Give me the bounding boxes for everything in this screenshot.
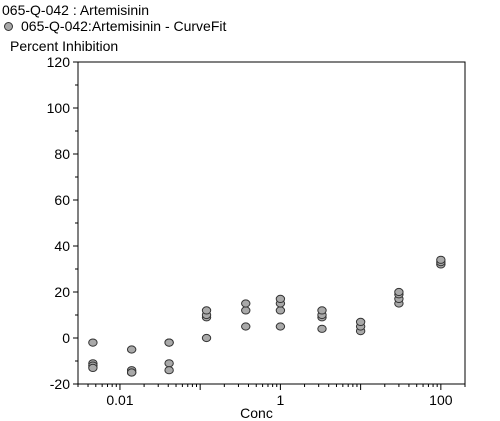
data-point xyxy=(126,368,137,377)
y-tick-label: 80 xyxy=(54,146,70,162)
data-point xyxy=(164,338,174,347)
data-point xyxy=(241,299,251,308)
chart-axes: -20 0 20 40 60 80 100 120 0.01 1 100 xyxy=(47,54,466,408)
data-point xyxy=(201,333,212,343)
plot-frame xyxy=(77,61,466,385)
y-axis-label: Percent Inhibition xyxy=(10,38,119,54)
y-tick-label: 60 xyxy=(54,192,70,208)
legend: 065-Q-042:Artemisinin - CurveFit xyxy=(4,18,226,34)
data-point xyxy=(241,306,251,315)
data-points xyxy=(88,255,446,377)
data-point xyxy=(436,255,446,264)
data-point xyxy=(164,359,174,368)
data-point xyxy=(164,366,174,375)
data-point xyxy=(241,322,251,331)
legend-label: 065-Q-042:Artemisinin - CurveFit xyxy=(21,18,227,34)
y-tick-label: 100 xyxy=(47,100,71,116)
data-point xyxy=(275,306,286,315)
y-tick-label: 120 xyxy=(47,54,71,70)
data-point xyxy=(88,338,98,347)
data-point xyxy=(394,287,404,297)
x-tick-label: 100 xyxy=(429,392,453,408)
chart-title: 065-Q-042 : Artemisinin xyxy=(2,2,150,18)
data-point xyxy=(317,306,327,315)
data-point xyxy=(201,306,212,315)
data-point xyxy=(317,324,327,333)
x-axis-label: Conc xyxy=(240,405,273,421)
data-point xyxy=(355,317,366,326)
x-tick-label: 1 xyxy=(277,392,285,408)
data-point xyxy=(275,322,286,331)
y-tick-label: 0 xyxy=(62,330,70,346)
y-tick-label: 40 xyxy=(54,238,70,254)
legend-marker-circle-icon xyxy=(4,21,13,31)
y-tick-label: -20 xyxy=(50,376,70,392)
y-tick-label: 20 xyxy=(54,284,70,300)
x-tick-label: 0.01 xyxy=(106,392,133,408)
data-point xyxy=(88,363,98,372)
data-point xyxy=(126,345,137,354)
data-point xyxy=(275,294,286,303)
